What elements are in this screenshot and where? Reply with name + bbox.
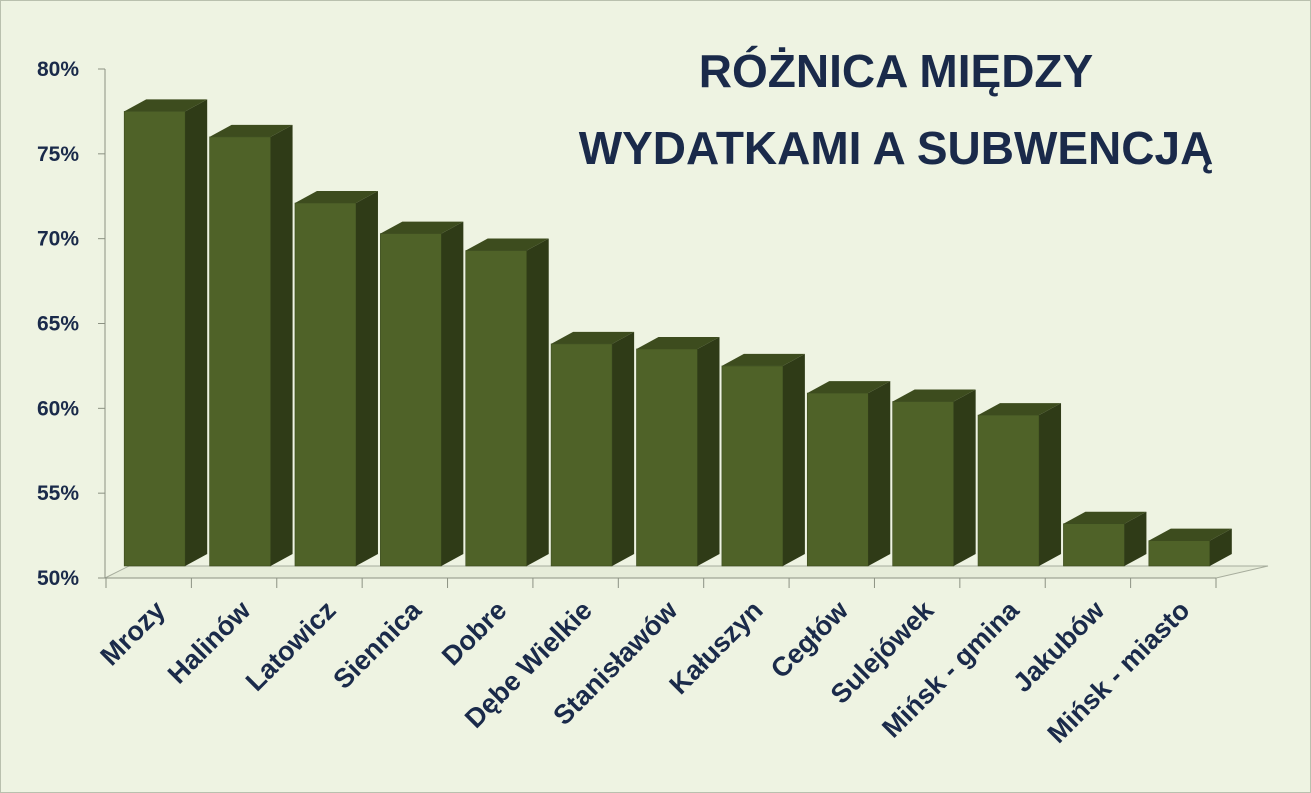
bar [465, 238, 549, 567]
bar-front [550, 343, 613, 567]
bar [294, 191, 378, 567]
bar-side [1124, 511, 1147, 566]
bar-top [294, 191, 378, 204]
bar-side [526, 238, 549, 566]
bars [123, 99, 1232, 567]
y-tick-label: 55% [37, 482, 79, 505]
bar-top [551, 331, 635, 344]
chart-title-line-1: RÓŻNICA MIĘDZY [699, 45, 1093, 97]
bar-front [1063, 523, 1125, 567]
bar-top [1148, 528, 1232, 541]
bar-top [380, 221, 464, 234]
bar-front [977, 414, 1040, 567]
bar-side [697, 336, 720, 566]
bar [806, 381, 891, 567]
bar-side [270, 124, 293, 566]
bar [636, 336, 720, 567]
y-tick-label: 75% [37, 143, 79, 166]
x-tick-label: Kałuszyn [664, 595, 769, 700]
bar-side [441, 221, 464, 566]
bar-side [355, 191, 378, 566]
bar [977, 403, 1062, 567]
bar-top [892, 389, 976, 402]
bar [123, 99, 208, 567]
x-tick-label: Latowicz [240, 595, 342, 697]
bar [550, 331, 635, 567]
bar-top [978, 403, 1062, 416]
y-tick-label: 60% [37, 397, 79, 420]
chart-title-line-2: WYDATKAMI A SUBWENCJĄ [579, 122, 1214, 174]
x-tick-label: Mrozy [95, 595, 171, 671]
bar [209, 124, 293, 567]
y-axis: 50% 55% 60% 65% 70% 75% 80% [37, 58, 1217, 590]
floor-plane [104, 565, 1269, 579]
bar-front [636, 348, 698, 567]
bar-side [185, 99, 208, 567]
x-tick-label: Siennica [327, 594, 427, 694]
bar-top [124, 99, 208, 112]
bar-front [1148, 540, 1211, 567]
bar-top [807, 381, 891, 394]
bar-front [209, 136, 271, 567]
bar [721, 353, 805, 567]
bar-front [123, 111, 186, 567]
bar-side [782, 353, 805, 566]
bar [1148, 528, 1232, 567]
bar-top [1063, 511, 1147, 524]
bar-front [380, 233, 442, 567]
bar-front [892, 401, 954, 567]
bar-top [636, 336, 720, 349]
bar [1063, 511, 1147, 567]
bar-side [953, 389, 976, 566]
y-tick-label: 65% [37, 313, 79, 336]
bar-top [209, 124, 293, 137]
x-tick-label: Dobre [436, 595, 512, 671]
bar-side [1039, 403, 1062, 566]
bar-side [612, 331, 635, 566]
bar-front [806, 392, 869, 567]
bar [892, 389, 976, 567]
bar-front [294, 202, 357, 567]
bar-top [465, 238, 549, 251]
y-tick-label: 50% [37, 567, 79, 590]
bar [380, 221, 464, 567]
bar-side [868, 381, 891, 566]
bar-side [1209, 528, 1232, 566]
y-tick-label: 80% [37, 58, 79, 81]
bar-front [465, 250, 528, 567]
chart-floor [104, 565, 1269, 579]
bar-front [721, 365, 784, 567]
y-tick-label: 70% [37, 228, 79, 251]
bar-top [721, 353, 805, 366]
